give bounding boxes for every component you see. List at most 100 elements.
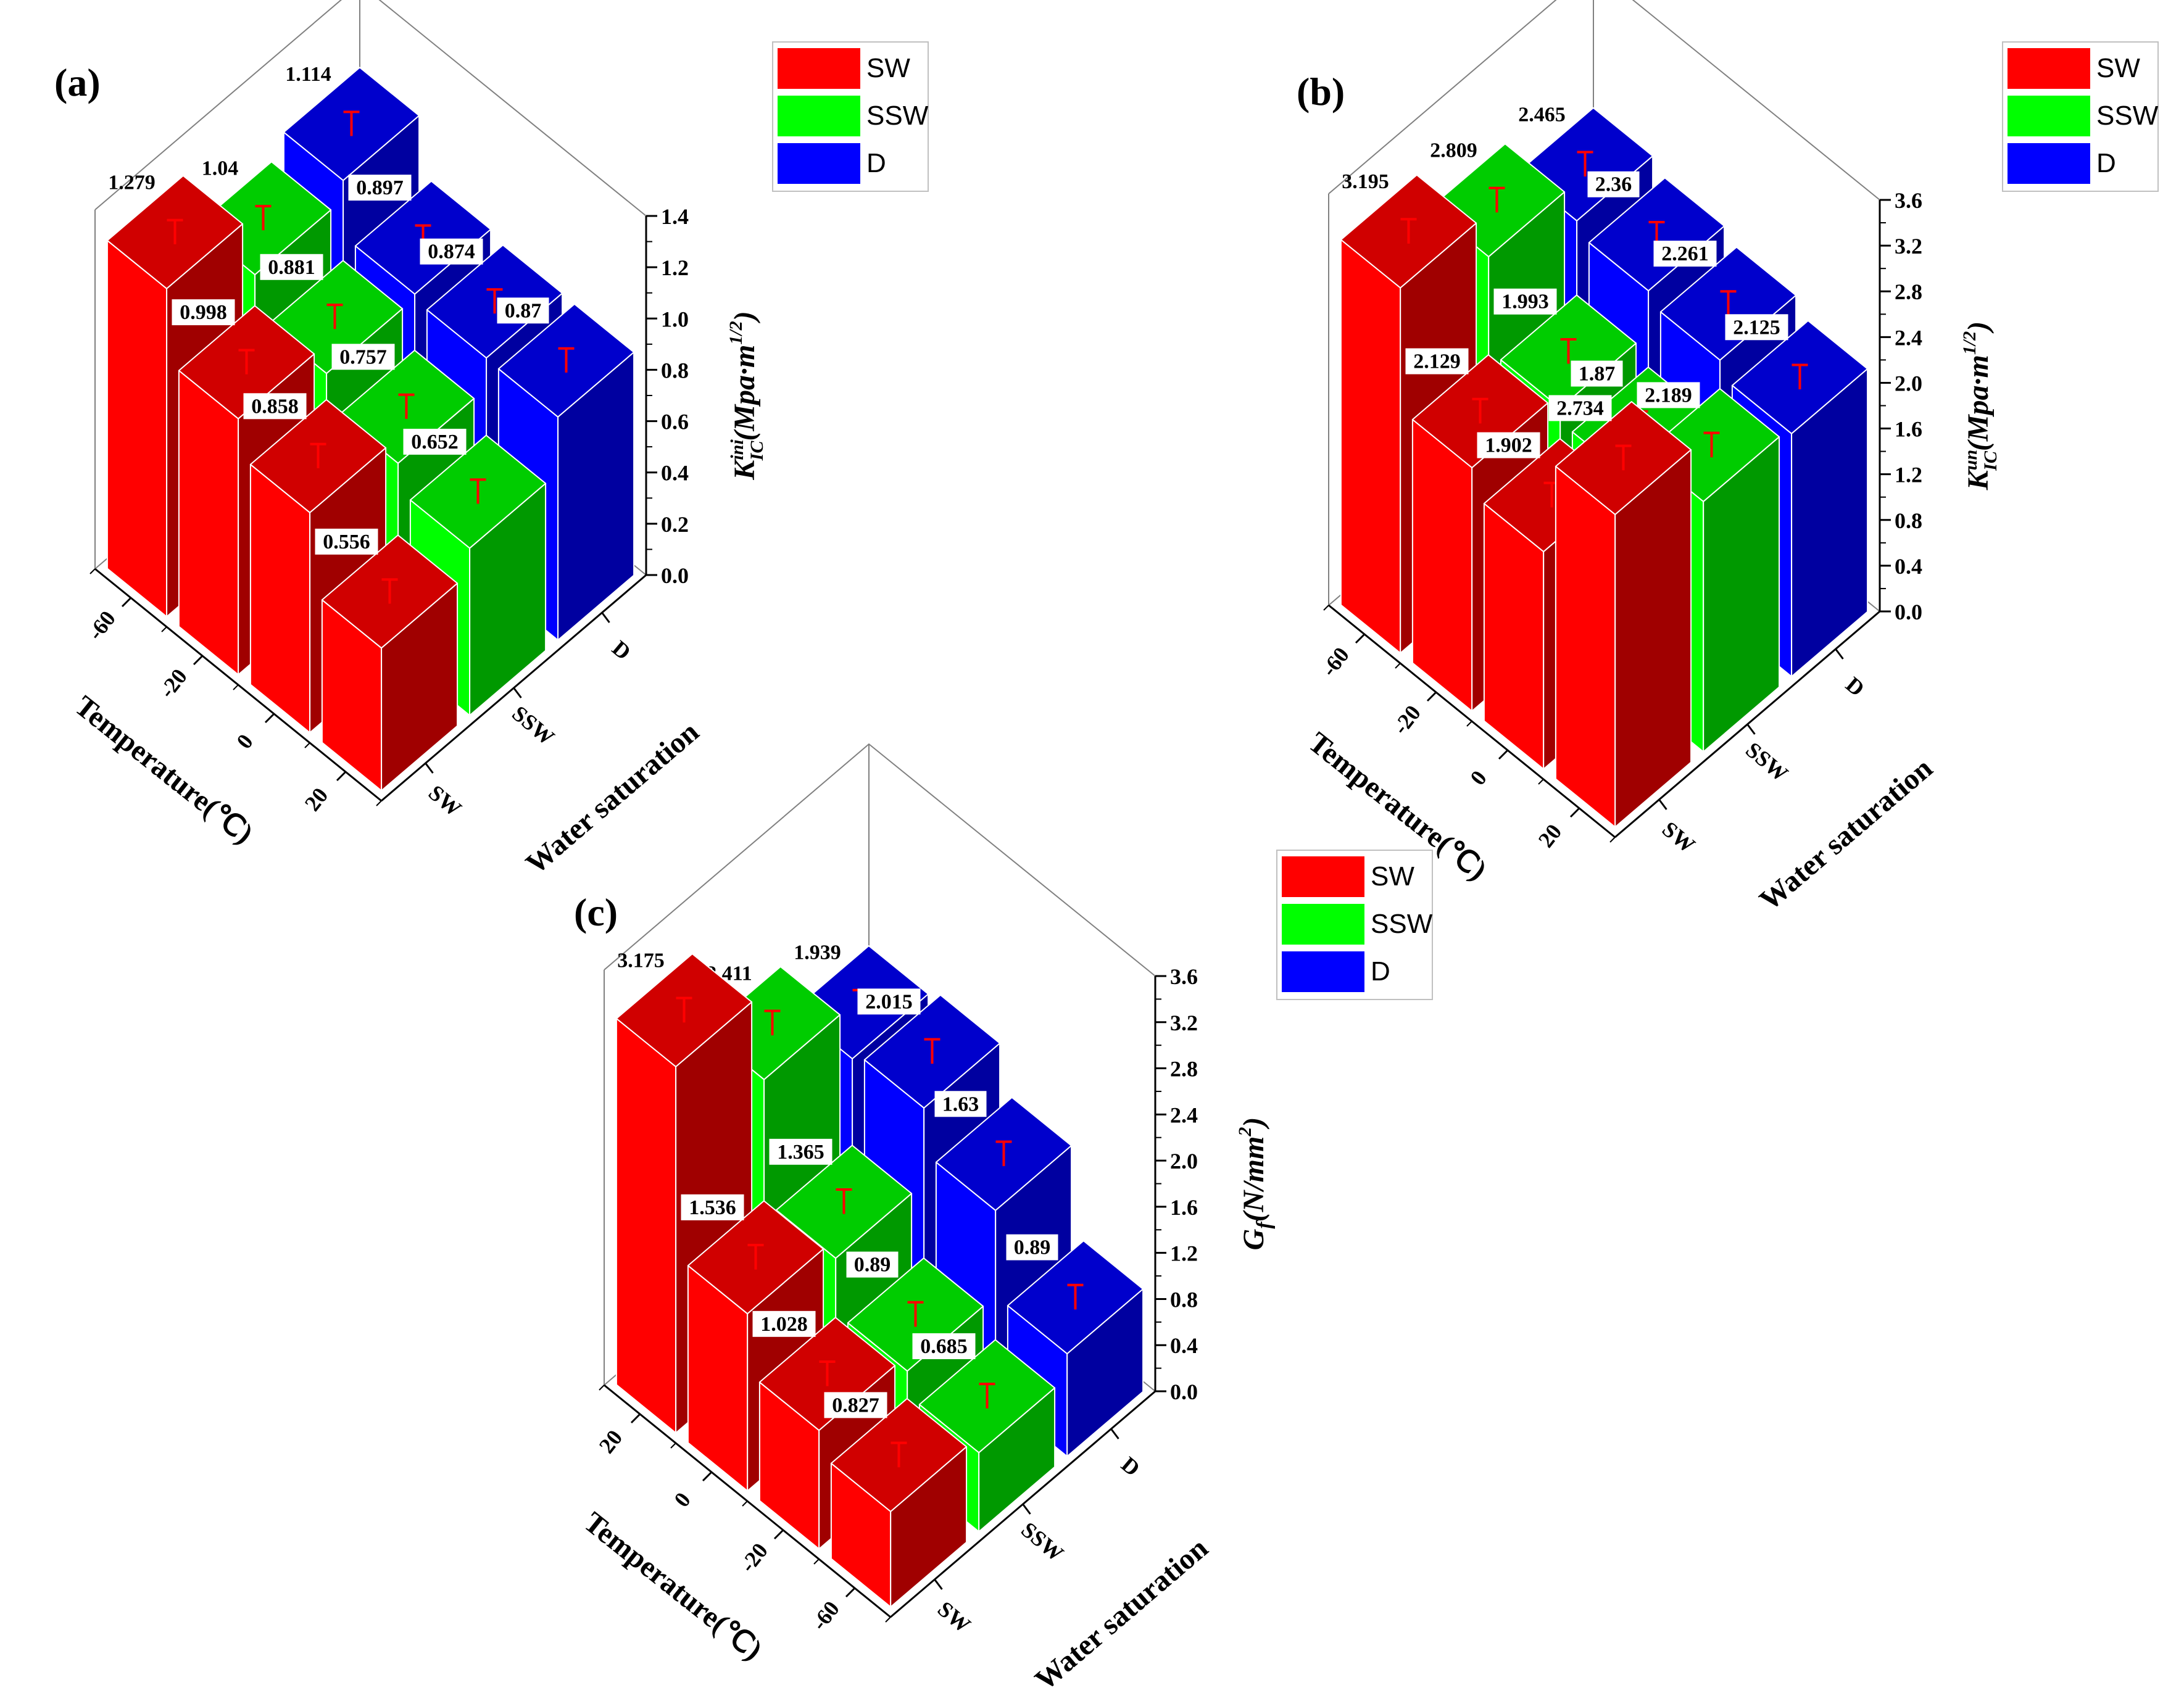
z-tick-label: 2.4: [1170, 1103, 1198, 1127]
x-minor-tick: [1538, 779, 1544, 785]
value-label: 0.827: [832, 1394, 879, 1417]
y-tick: [1835, 648, 1844, 660]
z-tick-label: 1.2: [1170, 1241, 1198, 1266]
value-label: 0.87: [505, 299, 542, 322]
value-label: 1.902: [1485, 434, 1532, 457]
y-tick-label: SW: [424, 780, 467, 821]
value-label: 0.897: [356, 176, 404, 199]
bar-front-face: [106, 239, 168, 618]
value-label-bg: [331, 344, 395, 370]
y-tick: [425, 763, 434, 774]
legend-label: SSW: [1371, 909, 1433, 939]
legend-label: D: [866, 148, 886, 178]
value-label-bg: [1548, 395, 1612, 421]
x-tick-label: -20: [1388, 700, 1426, 739]
z-tick-label: 0.0: [1170, 1380, 1198, 1404]
value-label: 1.279: [108, 171, 156, 194]
chart-panel-1: 20 0 -20 -60 SW SSW D 0.0 0.2 0.4 0.6 0.8 1.0 1.2 1.4 T…: [54, 0, 929, 880]
y-tick-label: D: [607, 635, 636, 664]
y-tick: [1022, 1504, 1031, 1515]
x-tick: [773, 1529, 784, 1540]
z-tick-label: 0.4: [1170, 1333, 1198, 1358]
legend: SW SSW D: [772, 41, 929, 192]
z-title-main: G: [1237, 1228, 1270, 1250]
value-label-bg: [315, 528, 378, 555]
value-label-bg: [824, 1392, 887, 1418]
y-tick-label: D: [1841, 672, 1869, 701]
x-axis-title: Temperature(℃): [578, 1505, 768, 1666]
value-label: 0.89: [1014, 1236, 1051, 1259]
value-label: 2.125: [1733, 316, 1780, 339]
legend-swatch-sw: [778, 48, 860, 89]
z-tick-label: 0.4: [661, 461, 689, 486]
z-tick-label: 1.2: [1895, 463, 1922, 487]
x-minor-tick: [304, 742, 310, 748]
legend-swatch-d: [778, 143, 860, 184]
z-tick-label: 1.2: [661, 255, 689, 280]
back-top-edge: [94, 0, 647, 217]
legend-swatch-sw: [1282, 856, 1364, 897]
value-label: 2.734: [1556, 397, 1604, 420]
bar-sw: 0.556: [315, 528, 459, 792]
x-minor-tick: [885, 1616, 891, 1623]
bar-front-face: [1411, 419, 1473, 712]
x-tick: [1498, 749, 1509, 760]
z-title-unit-sup: 1/2: [726, 321, 746, 344]
bar-sw: 2.734: [1548, 395, 1692, 828]
x-tick: [336, 771, 347, 782]
value-label-bg: [497, 297, 549, 324]
z-axis-title: Gf(N/mm2): [1235, 1117, 1276, 1251]
z-title-sup: un: [1961, 450, 1981, 470]
value-label: 2.465: [1518, 103, 1566, 126]
z-tick-label: 0.8: [1895, 508, 1922, 533]
y-tick-label: SSW: [1741, 737, 1793, 787]
value-label: 0.881: [268, 256, 315, 279]
x-tick-label: -20: [735, 1538, 773, 1576]
value-label-bg: [1653, 241, 1717, 267]
x-tick: [1355, 633, 1366, 644]
legend-label: SW: [866, 53, 910, 83]
z-tick-label: 1.0: [661, 307, 689, 331]
z-title-unit: (Mpa·m: [728, 345, 761, 441]
z-title-sub: IC: [1980, 450, 2001, 471]
x-minor-tick: [1323, 605, 1329, 611]
y-tick: [934, 1579, 943, 1590]
z-tick-label: 3.6: [1895, 188, 1922, 213]
x-tick: [845, 1587, 856, 1598]
y-tick-label: SW: [933, 1596, 976, 1637]
y-tick: [1658, 799, 1667, 810]
bar-front-face: [1340, 239, 1401, 654]
legend-swatch-ssw: [2008, 96, 2090, 136]
x-tick-label: 20: [1534, 819, 1567, 852]
value-label-bg: [912, 1333, 976, 1359]
value-label: 2.36: [1595, 173, 1632, 196]
legend-swatch-sw: [2008, 48, 2090, 89]
x-tick: [702, 1471, 713, 1482]
legend-label: D: [2096, 148, 2116, 178]
x-tick-label: -20: [154, 664, 192, 702]
y-tick: [1746, 724, 1756, 735]
value-label-bg: [243, 393, 307, 420]
value-label-bg: [1477, 432, 1540, 458]
y-tick-label: SW: [1658, 816, 1700, 858]
z-tick-label: 1.4: [661, 204, 689, 229]
legend-swatch-ssw: [1282, 904, 1364, 945]
x-tick-label: -60: [807, 1596, 844, 1634]
x-minor-tick: [1609, 837, 1616, 843]
value-label: 3.175: [617, 949, 665, 972]
bar-sw: 0.827: [824, 1392, 968, 1608]
z-tick-label: 0.2: [661, 512, 689, 537]
value-label-bg: [1725, 314, 1788, 341]
x-minor-tick: [599, 1384, 605, 1391]
z-title-sub: f: [1253, 1220, 1276, 1229]
legend-swatch-d: [1282, 951, 1364, 992]
value-label: 1.939: [794, 942, 841, 964]
value-label: 2.015: [865, 990, 913, 1013]
z-title-unit: (Mpa·m: [1962, 355, 1995, 451]
x-tick-label: 20: [300, 783, 333, 816]
x-minor-tick: [376, 800, 382, 806]
legend-label: SW: [2096, 53, 2140, 83]
z-tick-label: 1.6: [1895, 417, 1922, 442]
z-title-unit-sup: 2: [1235, 1127, 1255, 1137]
